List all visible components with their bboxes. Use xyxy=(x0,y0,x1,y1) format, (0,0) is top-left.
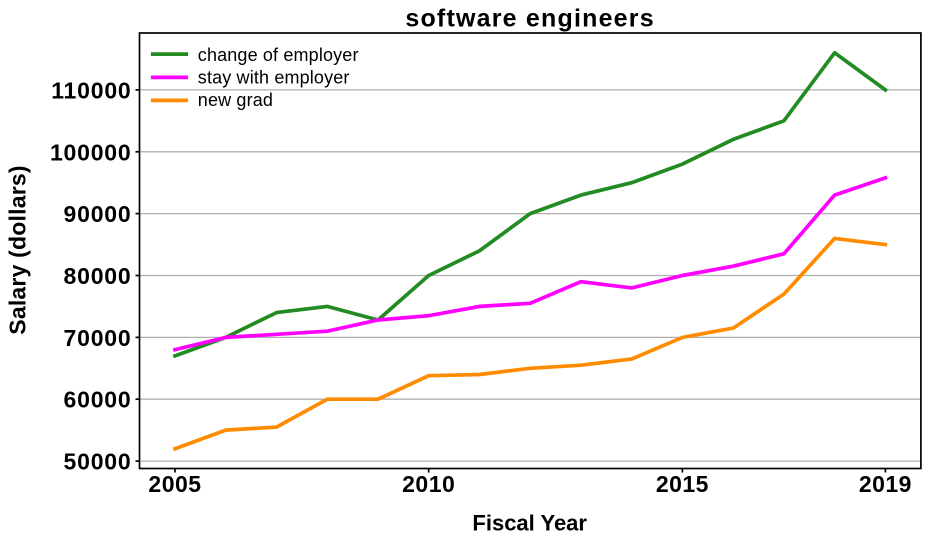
svg-text:2015: 2015 xyxy=(656,471,709,497)
svg-text:Salary (dollars): Salary (dollars) xyxy=(5,165,31,334)
svg-text:2019: 2019 xyxy=(859,471,912,497)
svg-text:70000: 70000 xyxy=(64,325,132,351)
svg-text:new grad: new grad xyxy=(198,90,273,110)
svg-text:50000: 50000 xyxy=(64,449,132,475)
svg-text:Fiscal Year: Fiscal Year xyxy=(472,511,587,536)
svg-text:2005: 2005 xyxy=(148,471,201,497)
svg-text:100000: 100000 xyxy=(50,139,132,165)
svg-text:change of employer: change of employer xyxy=(198,45,359,65)
svg-text:110000: 110000 xyxy=(51,77,131,103)
svg-text:80000: 80000 xyxy=(64,263,132,289)
svg-text:stay with employer: stay with employer xyxy=(198,68,350,88)
svg-text:software engineers: software engineers xyxy=(405,5,654,33)
svg-text:60000: 60000 xyxy=(64,387,132,413)
svg-text:2010: 2010 xyxy=(402,471,455,497)
svg-text:90000: 90000 xyxy=(64,201,132,227)
